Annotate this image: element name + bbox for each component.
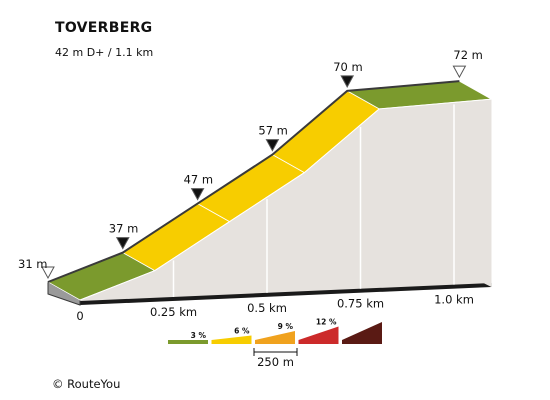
legend-label-1: 6 % [234,327,250,336]
profile-end-face [459,81,492,287]
legend-swatch-3 [298,326,339,344]
legend-swatch-2 [255,331,295,344]
legend-label-3: 12 % [316,318,337,327]
scale-bar-label: 250 m [257,355,294,369]
legend-swatch-0 [168,340,208,344]
elevation-label-2: 47 m [184,173,214,187]
legend-label-2: 9 % [278,322,294,331]
elevation-label-5: 72 m [453,48,483,62]
profile-side-wall [80,99,492,305]
elevation-marker-0 [41,266,55,280]
elevation-label-3: 57 m [258,124,288,138]
x-tick-label-1: 0.25 km [150,305,197,319]
elevation-label-0: 31 m [18,257,48,271]
x-tick-label-3: 0.75 km [337,297,384,311]
x-tick-label-4: 1.0 km [434,293,474,307]
legend-swatch-1 [211,335,252,344]
elevation-marker-3 [265,139,280,152]
legend-swatch-4 [342,322,382,344]
profile-front-edge [79,98,492,301]
elevation-marker-5 [452,65,467,79]
profile-base-stripe [80,283,492,305]
elevation-marker-4 [340,75,355,88]
chart-subtitle: 42 m D+ / 1.1 km [55,46,154,59]
legend-label-0: 3 % [191,331,207,340]
x-tick-label-2: 0.5 km [247,301,287,315]
elevation-marker-2 [190,188,205,201]
elevation-label-1: 37 m [109,222,139,236]
copyright-text: © RouteYou [52,377,121,391]
x-tick-label-0: 0 [76,309,83,323]
elevation-marker-1 [115,237,130,250]
elevation-label-4: 70 m [333,60,363,74]
profile-ridge-line [47,80,460,283]
chart-title: TOVERBERG [55,20,153,36]
